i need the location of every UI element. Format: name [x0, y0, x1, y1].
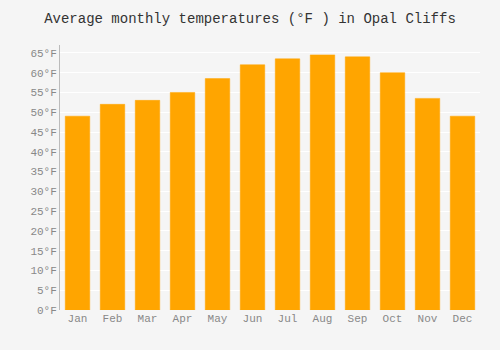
- svg-text:Dec: Dec: [453, 313, 473, 325]
- svg-text:45°F: 45°F: [30, 127, 56, 139]
- svg-text:40°F: 40°F: [30, 147, 56, 159]
- svg-text:Jun: Jun: [243, 313, 263, 325]
- svg-text:Aug: Aug: [313, 313, 333, 325]
- svg-text:Oct: Oct: [383, 313, 403, 325]
- svg-text:35°F: 35°F: [30, 166, 56, 178]
- svg-text:30°F: 30°F: [30, 186, 56, 198]
- svg-text:May: May: [208, 313, 228, 325]
- svg-text:50°F: 50°F: [30, 107, 56, 119]
- svg-text:60°F: 60°F: [30, 68, 56, 80]
- svg-text:15°F: 15°F: [30, 246, 56, 258]
- svg-text:0°F: 0°F: [37, 305, 57, 317]
- svg-text:Sep: Sep: [348, 313, 368, 325]
- svg-text:Average monthly temperatures (: Average monthly temperatures (°F ) in Op…: [44, 11, 456, 27]
- svg-text:65°F: 65°F: [30, 48, 56, 60]
- svg-text:Apr: Apr: [173, 313, 193, 325]
- svg-text:20°F: 20°F: [30, 226, 56, 238]
- svg-text:Nov: Nov: [418, 313, 438, 325]
- svg-text:Jul: Jul: [278, 313, 298, 325]
- svg-text:25°F: 25°F: [30, 206, 56, 218]
- svg-text:55°F: 55°F: [30, 87, 56, 99]
- svg-text:Jan: Jan: [68, 313, 88, 325]
- svg-text:5°F: 5°F: [37, 285, 57, 297]
- svg-text:Mar: Mar: [138, 313, 158, 325]
- svg-text:Feb: Feb: [103, 313, 123, 325]
- svg-text:10°F: 10°F: [30, 265, 56, 277]
